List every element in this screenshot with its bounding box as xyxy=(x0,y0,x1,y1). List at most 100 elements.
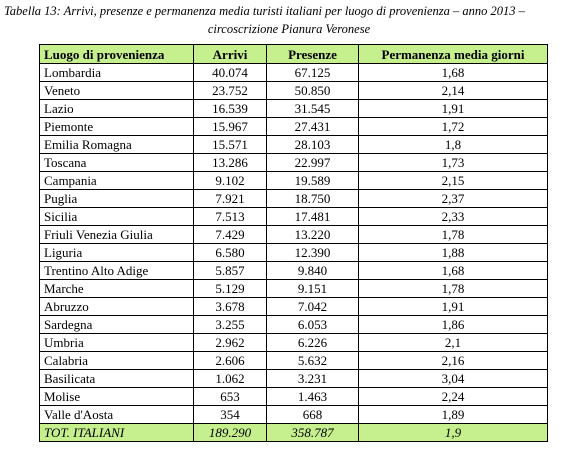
cell-luogo: Trentino Alto Adige xyxy=(39,261,194,280)
cell-presenze: 9.840 xyxy=(266,261,359,280)
cell-permanenza: 1,78 xyxy=(358,279,548,298)
cell-presenze: 28.103 xyxy=(266,135,359,154)
table-row: Trentino Alto Adige 5.857 9.840 1,68 xyxy=(39,261,548,280)
cell-presenze: 13.220 xyxy=(266,225,359,244)
table-row: Umbria 2.962 6.226 2,1 xyxy=(39,333,548,352)
cell-arrivi: 3.678 xyxy=(193,297,267,316)
cell-luogo: Puglia xyxy=(39,189,194,208)
cell-presenze: 7.042 xyxy=(266,297,359,316)
cell-luogo: Lombardia xyxy=(39,63,194,82)
cell-permanenza: 1,86 xyxy=(358,315,548,334)
cell-presenze: 12.390 xyxy=(266,243,359,262)
cell-arrivi: 9.102 xyxy=(193,171,267,190)
cell-permanenza: 1,73 xyxy=(358,153,548,172)
cell-luogo: Abruzzo xyxy=(39,297,194,316)
cell-presenze: 19.589 xyxy=(266,171,359,190)
table-body: Lombardia 40.074 67.125 1,68 Veneto 23.752 50.… xyxy=(39,63,548,424)
cell-permanenza: 1,68 xyxy=(358,261,548,280)
table-row: Marche 5.129 9.151 1,78 xyxy=(39,279,548,298)
table-row: Emilia Romagna 15.571 28.103 1,8 xyxy=(39,135,548,154)
table-row: Veneto 23.752 50.850 2,14 xyxy=(39,81,548,100)
table-row: Molise 653 1.463 2,24 xyxy=(39,387,548,406)
cell-permanenza: 3,04 xyxy=(358,369,548,388)
cell-presenze: 22.997 xyxy=(266,153,359,172)
cell-permanenza: 1,8 xyxy=(358,135,548,154)
cell-luogo: Lazio xyxy=(39,99,194,118)
cell-permanenza: 1,91 xyxy=(358,297,548,316)
cell-luogo: Veneto xyxy=(39,81,194,100)
cell-luogo: Liguria xyxy=(39,243,194,262)
cell-luogo: Molise xyxy=(39,387,194,406)
cell-presenze: 27.431 xyxy=(266,117,359,136)
cell-presenze: 67.125 xyxy=(266,63,359,82)
cell-arrivi: 7.921 xyxy=(193,189,267,208)
cell-presenze: 50.850 xyxy=(266,81,359,100)
table-row: Sicilia 7.513 17.481 2,33 xyxy=(39,207,548,226)
cell-luogo: Umbria xyxy=(39,333,194,352)
cell-luogo: Toscana xyxy=(39,153,194,172)
cell-presenze: 6.053 xyxy=(266,315,359,334)
cell-luogo: Campania xyxy=(39,171,194,190)
cell-luogo: Marche xyxy=(39,279,194,298)
table-header-row: Luogo di provenienza Arrivi Presenze Per… xyxy=(39,44,548,64)
cell-arrivi: 653 xyxy=(193,387,267,406)
total-permanenza: 1,9 xyxy=(358,423,548,442)
cell-arrivi: 6.580 xyxy=(193,243,267,262)
cell-arrivi: 23.752 xyxy=(193,81,267,100)
table-row: Sardegna 3.255 6.053 1,86 xyxy=(39,315,548,334)
cell-presenze: 5.632 xyxy=(266,351,359,370)
cell-luogo: Basilicata xyxy=(39,369,194,388)
table-row: Calabria 2.606 5.632 2,16 xyxy=(39,351,548,370)
cell-luogo: Valle d'Aosta xyxy=(39,405,194,424)
cell-luogo: Sicilia xyxy=(39,207,194,226)
header-luogo: Luogo di provenienza xyxy=(39,44,194,64)
header-presenze: Presenze xyxy=(266,44,359,64)
cell-luogo: Sardegna xyxy=(39,315,194,334)
cell-arrivi: 2.606 xyxy=(193,351,267,370)
table-row: Friuli Venezia Giulia 7.429 13.220 1,78 xyxy=(39,225,548,244)
total-row: TOT. ITALIANI 189.290 358.787 1,9 xyxy=(39,423,548,442)
cell-permanenza: 2,24 xyxy=(358,387,548,406)
table-row: Toscana 13.286 22.997 1,73 xyxy=(39,153,548,172)
cell-presenze: 17.481 xyxy=(266,207,359,226)
table-caption-subtitle: circoscrizione Pianura Veronese xyxy=(207,22,371,36)
tourism-table: Luogo di provenienza Arrivi Presenze Per… xyxy=(39,44,548,442)
cell-permanenza: 1,68 xyxy=(358,63,548,82)
cell-arrivi: 2.962 xyxy=(193,333,267,352)
cell-luogo: Piemonte xyxy=(39,117,194,136)
cell-arrivi: 40.074 xyxy=(193,63,267,82)
header-permanenza: Permanenza media giorni xyxy=(358,44,548,64)
table-row: Valle d'Aosta 354 668 1,89 xyxy=(39,405,548,424)
cell-permanenza: 2,1 xyxy=(358,333,548,352)
cell-permanenza: 2,14 xyxy=(358,81,548,100)
cell-arrivi: 3.255 xyxy=(193,315,267,334)
cell-permanenza: 1,88 xyxy=(358,243,548,262)
cell-arrivi: 13.286 xyxy=(193,153,267,172)
table-row: Lombardia 40.074 67.125 1,68 xyxy=(39,63,548,82)
cell-presenze: 6.226 xyxy=(266,333,359,352)
cell-permanenza: 2,37 xyxy=(358,189,548,208)
table-row: Campania 9.102 19.589 2,15 xyxy=(39,171,548,190)
cell-arrivi: 5.857 xyxy=(193,261,267,280)
cell-arrivi: 7.429 xyxy=(193,225,267,244)
cell-arrivi: 15.967 xyxy=(193,117,267,136)
header-arrivi: Arrivi xyxy=(193,44,267,64)
table-row: Piemonte 15.967 27.431 1,72 xyxy=(39,117,548,136)
cell-permanenza: 1,72 xyxy=(358,117,548,136)
total-arrivi: 189.290 xyxy=(193,423,267,442)
cell-arrivi: 7.513 xyxy=(193,207,267,226)
table-row: Lazio 16.539 31.545 1,91 xyxy=(39,99,548,118)
cell-presenze: 18.750 xyxy=(266,189,359,208)
cell-permanenza: 2,15 xyxy=(358,171,548,190)
cell-permanenza: 2,33 xyxy=(358,207,548,226)
cell-arrivi: 5.129 xyxy=(193,279,267,298)
cell-permanenza: 1,91 xyxy=(358,99,548,118)
total-label: TOT. ITALIANI xyxy=(39,423,194,442)
table-row: Abruzzo 3.678 7.042 1,91 xyxy=(39,297,548,316)
cell-presenze: 1.463 xyxy=(266,387,359,406)
cell-arrivi: 354 xyxy=(193,405,267,424)
cell-luogo: Friuli Venezia Giulia xyxy=(39,225,194,244)
cell-presenze: 3.231 xyxy=(266,369,359,388)
cell-presenze: 9.151 xyxy=(266,279,359,298)
cell-presenze: 668 xyxy=(266,405,359,424)
